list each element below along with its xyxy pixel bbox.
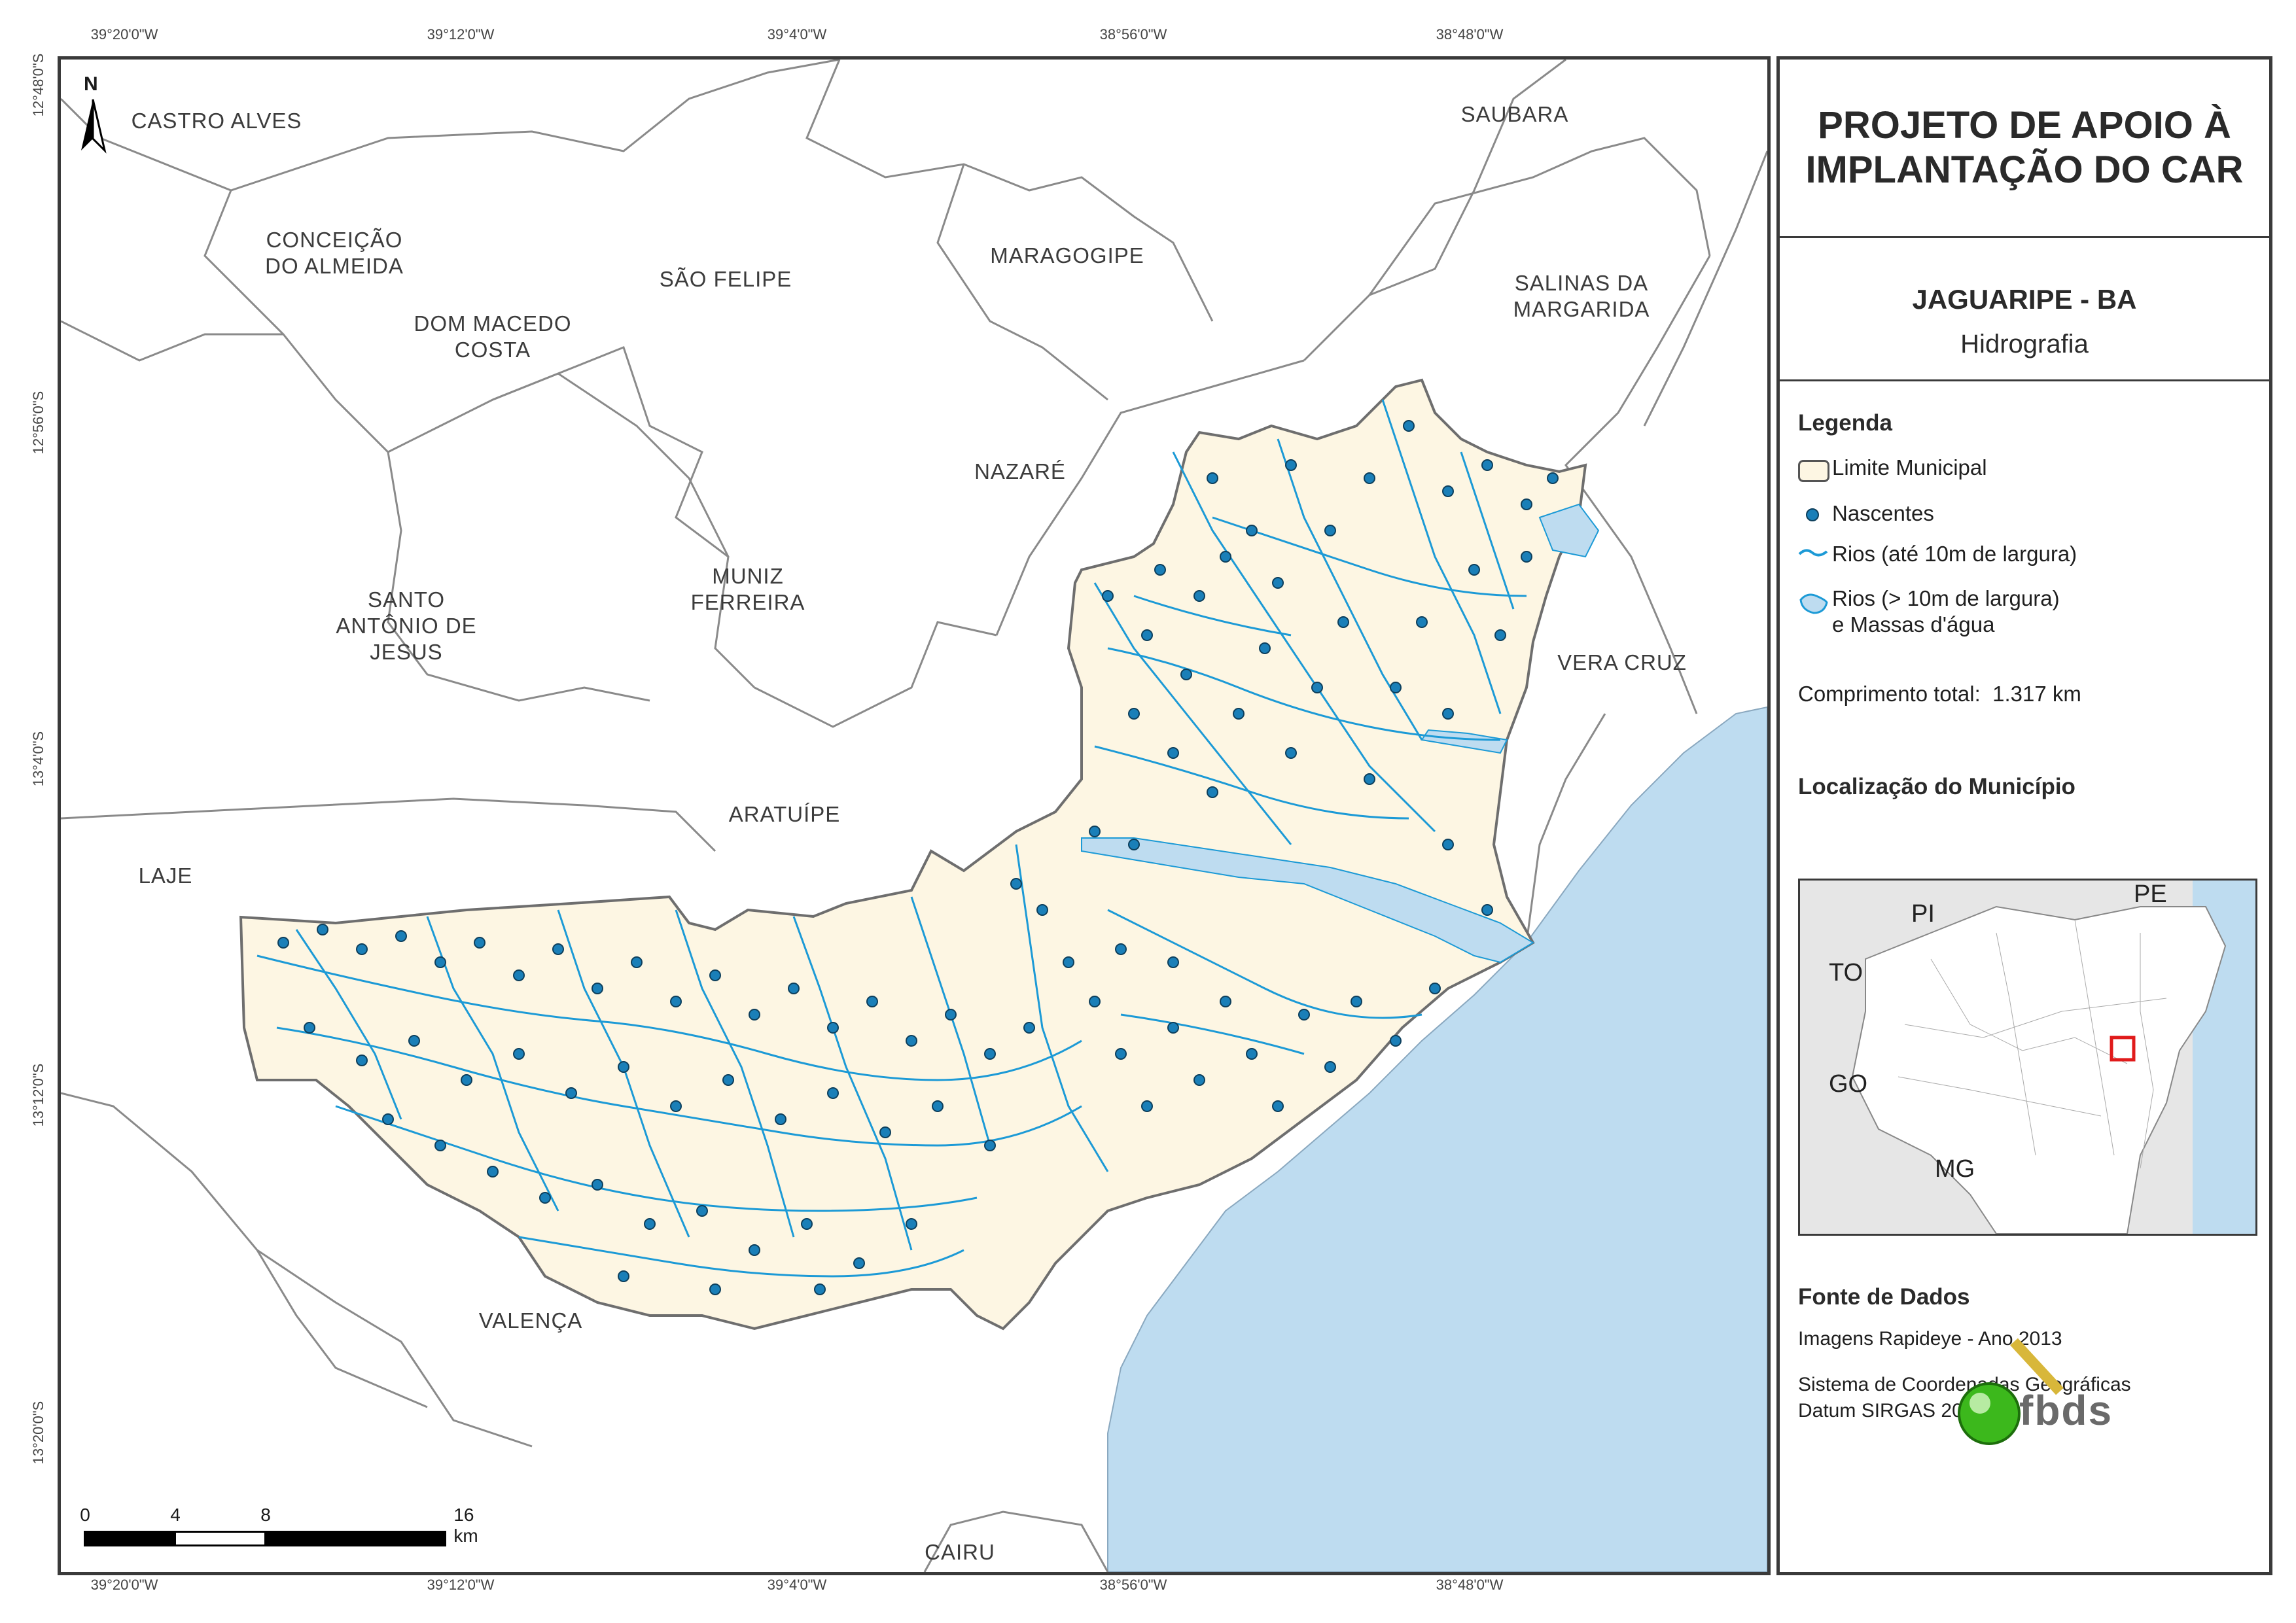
label-conceicao-do-almeida: CONCEIÇÃO DO ALMEIDA [265,228,404,278]
logo-text: fbds [2019,1387,2113,1434]
label-salinas-da-margarida: SALINAS DA MARGARIDA [1513,271,1650,321]
project-title: PROJETO DE APOIO À IMPLANTAÇÃO DO CAR [1805,104,2244,191]
scale-label: 8 [260,1505,271,1525]
label-muniz-ferreira: MUNIZ FERREIRA [690,564,805,614]
side-panel: PROJETO DE APOIO À IMPLANTAÇÃO DO CAR JA… [1776,56,2272,1575]
label-laje: LAJE [138,864,193,888]
scale-label: 4 [170,1505,181,1525]
lon-label-top: 39°20'0"W [90,26,158,43]
limit-swatch-icon [1798,460,1829,482]
lon-label-bottom: 39°12'0"W [427,1577,495,1593]
inset-label-pi: PI [1911,900,1935,928]
north-arrow-icon [81,99,107,154]
legend-springs: Nascentes [1832,501,1934,525]
lat-label: 13°20'0"S [30,1401,46,1465]
north-arrow: N [77,73,116,158]
scale-segment [264,1531,446,1546]
location-title: Localização do Município [1798,774,2075,799]
subtitle-box: JAGUARIPE - BA Hidrografia [1780,238,2269,381]
label-cairu: CAIRU [925,1540,995,1564]
label-castro-alves: CASTRO ALVES [131,109,302,133]
scale-segment [84,1531,177,1546]
municipal-boundaries [61,60,1767,1572]
scale-bar: 0 4 8 16 km [80,1505,478,1550]
legend-title: Legenda [1798,410,1892,436]
wide-rivers [1081,503,1600,964]
municipality-title: JAGUARIPE - BA [1912,284,2137,315]
lon-label-top: 38°48'0"W [1436,26,1504,43]
fbds-logo-icon [1958,1338,2064,1445]
inset-label-pe: PE [2134,881,2167,908]
label-saubara: SAUBARA [1460,102,1569,126]
inset-label-go: GO [1829,1070,1868,1098]
source-title: Fonte de Dados [1798,1284,1970,1310]
water-body-swatch-icon [1799,593,1828,614]
lat-label: 13°12'0"S [30,1063,46,1127]
label-santo-antonio-de-jesus: SANTO ANTÔNIO DE JESUS [336,587,477,664]
legend-box: Legenda Limite Municipal Nascentes Rios … [1780,381,2269,1422]
river-swatch-icon [1798,549,1828,557]
scale-label: 16 km [453,1505,478,1546]
label-valenca: VALENÇA [478,1308,583,1333]
total-length: Comprimento total: 1.317 km [1798,682,2081,706]
label-aratuipe: ARATUÍPE [728,802,841,826]
jaguaripe-municipality [239,378,1587,1331]
north-letter: N [84,73,98,95]
lon-label-bottom: 39°4'0"W [767,1577,827,1593]
label-vera-cruz: VERA CRUZ [1557,650,1687,674]
label-nazare: NAZARÉ [974,459,1066,483]
theme-title: Hidrografia [1960,330,2089,358]
label-dom-macedo-costa: DOM MACEDO COSTA [414,311,572,362]
lon-label-bottom: 39°20'0"W [90,1577,158,1593]
scale-segment [174,1531,267,1546]
lon-label-bottom: 38°48'0"W [1436,1577,1504,1593]
inset-map-canvas [1851,881,2255,1234]
label-sao-felipe: SÃO FELIPE [659,267,792,291]
inset-label-to: TO [1829,959,1863,986]
legend-limit: Limite Municipal [1832,455,1987,480]
inset-label-mg: MG [1935,1155,1975,1183]
legend-rivers-large: Rios (> 10m de largura) e Massas d'água [1832,586,2060,637]
map-canvas [61,60,1767,1572]
location-inset-map: PI PE TO GO MG [1798,879,2257,1236]
spring-swatch-icon [1806,508,1819,521]
title-box: PROJETO DE APOIO À IMPLANTAÇÃO DO CAR [1780,60,2269,238]
springs [277,420,1559,1295]
label-maragogipe: MARAGOGIPE [990,243,1144,268]
lat-label: 12°56'0"S [30,391,46,455]
lon-label-top: 39°12'0"W [427,26,495,43]
lat-label: 13°4'0"S [30,731,46,787]
lon-label-top: 38°56'0"W [1099,26,1167,43]
ocean-area [1107,706,1767,1572]
lat-label: 12°48'0"S [30,53,46,117]
source-imagery: Imagens Rapideye - Ano 2013 [1798,1328,2062,1350]
lon-label-top: 39°4'0"W [767,26,827,43]
map-frame: CASTRO ALVES CONCEIÇÃO DO ALMEIDA DOM MA… [58,56,1771,1575]
fbds-logo: fbds [1942,1329,2138,1446]
scale-label: 0 [80,1505,90,1525]
legend-rivers-small: Rios (até 10m de largura) [1832,542,2077,566]
lon-label-bottom: 38°56'0"W [1099,1577,1167,1593]
